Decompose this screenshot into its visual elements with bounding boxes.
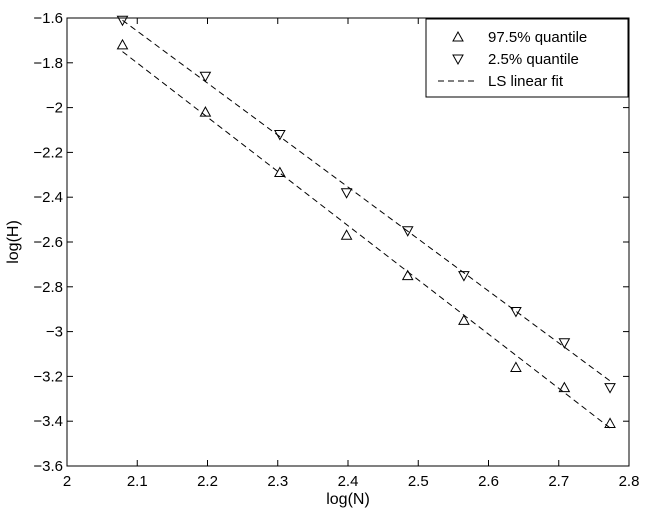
- marker-97-5-quantile: [458, 314, 470, 325]
- marker-97-5-quantile: [401, 269, 414, 281]
- y-tick-label: −3.4: [33, 413, 63, 430]
- marker-2-5-quantile: [340, 188, 353, 199]
- x-tick-label: 2.7: [548, 473, 569, 490]
- marker-97-5-quantile: [274, 166, 286, 178]
- x-tick-label: 2.8: [619, 473, 640, 490]
- y-tick-label: −2: [46, 100, 63, 117]
- data-markers: [116, 15, 616, 428]
- ls-fit-line: [122, 51, 611, 429]
- ls-fit-line: [122, 19, 611, 382]
- y-tick-label: −3.2: [33, 368, 63, 385]
- x-axis-label: log(N): [326, 491, 370, 508]
- marker-97-5-quantile: [604, 417, 616, 428]
- marker-2-5-quantile: [116, 15, 129, 27]
- x-tick-label: 2.1: [127, 473, 148, 490]
- marker-2-5-quantile: [274, 129, 286, 141]
- marker-2-5-quantile: [401, 226, 414, 237]
- y-axis-label: log(H): [5, 220, 22, 264]
- y-tick-label: −2.8: [33, 279, 63, 296]
- marker-2-5-quantile: [458, 271, 470, 282]
- legend: 97.5% quantile 2.5% quantile LS linear fit: [425, 18, 629, 98]
- y-tick-label: −1.8: [33, 55, 63, 72]
- y-tick-label: −2.6: [33, 234, 63, 251]
- x-tick-label: 2.6: [478, 473, 499, 490]
- x-tick-label: 2.4: [338, 473, 359, 490]
- tick-labels: 2 2.1 2.2 2.3 2.4 2.5 2.6 2.7 2.8 −1.6 −1.8 −2 −2.2 −…: [33, 10, 639, 490]
- x-tick-label: 2: [63, 473, 71, 490]
- marker-97-5-quantile: [116, 38, 129, 50]
- tick-marks: [66, 17, 630, 467]
- y-tick-label: −1.6: [33, 10, 63, 27]
- plot-area: [66, 15, 630, 467]
- legend-label: LS linear fit: [488, 73, 564, 90]
- y-tick-label: −3.6: [33, 458, 63, 475]
- y-tick-label: −2.2: [33, 144, 63, 161]
- legend-symbol-triangle-up: [452, 30, 464, 42]
- marker-97-5-quantile: [558, 381, 571, 393]
- legend-box: [425, 18, 629, 98]
- fit-lines: [122, 19, 611, 429]
- y-tick-label: −2.4: [33, 189, 63, 206]
- x-tick-label: 2.2: [197, 473, 218, 490]
- marker-97-5-quantile: [199, 106, 212, 117]
- marker-2-5-quantile: [604, 383, 616, 394]
- legend-label: 97.5% quantile: [488, 29, 587, 46]
- marker-97-5-quantile: [340, 229, 353, 240]
- x-tick-label: 2.5: [408, 473, 429, 490]
- legend-symbol-triangle-down: [452, 54, 464, 66]
- y-tick-label: −3: [46, 324, 63, 341]
- marker-2-5-quantile: [199, 71, 212, 83]
- marker-2-5-quantile: [510, 306, 522, 318]
- x-tick-label: 2.3: [267, 473, 288, 490]
- legend-label: 2.5% quantile: [488, 51, 579, 68]
- marker-2-5-quantile: [558, 338, 571, 349]
- marker-97-5-quantile: [510, 361, 522, 372]
